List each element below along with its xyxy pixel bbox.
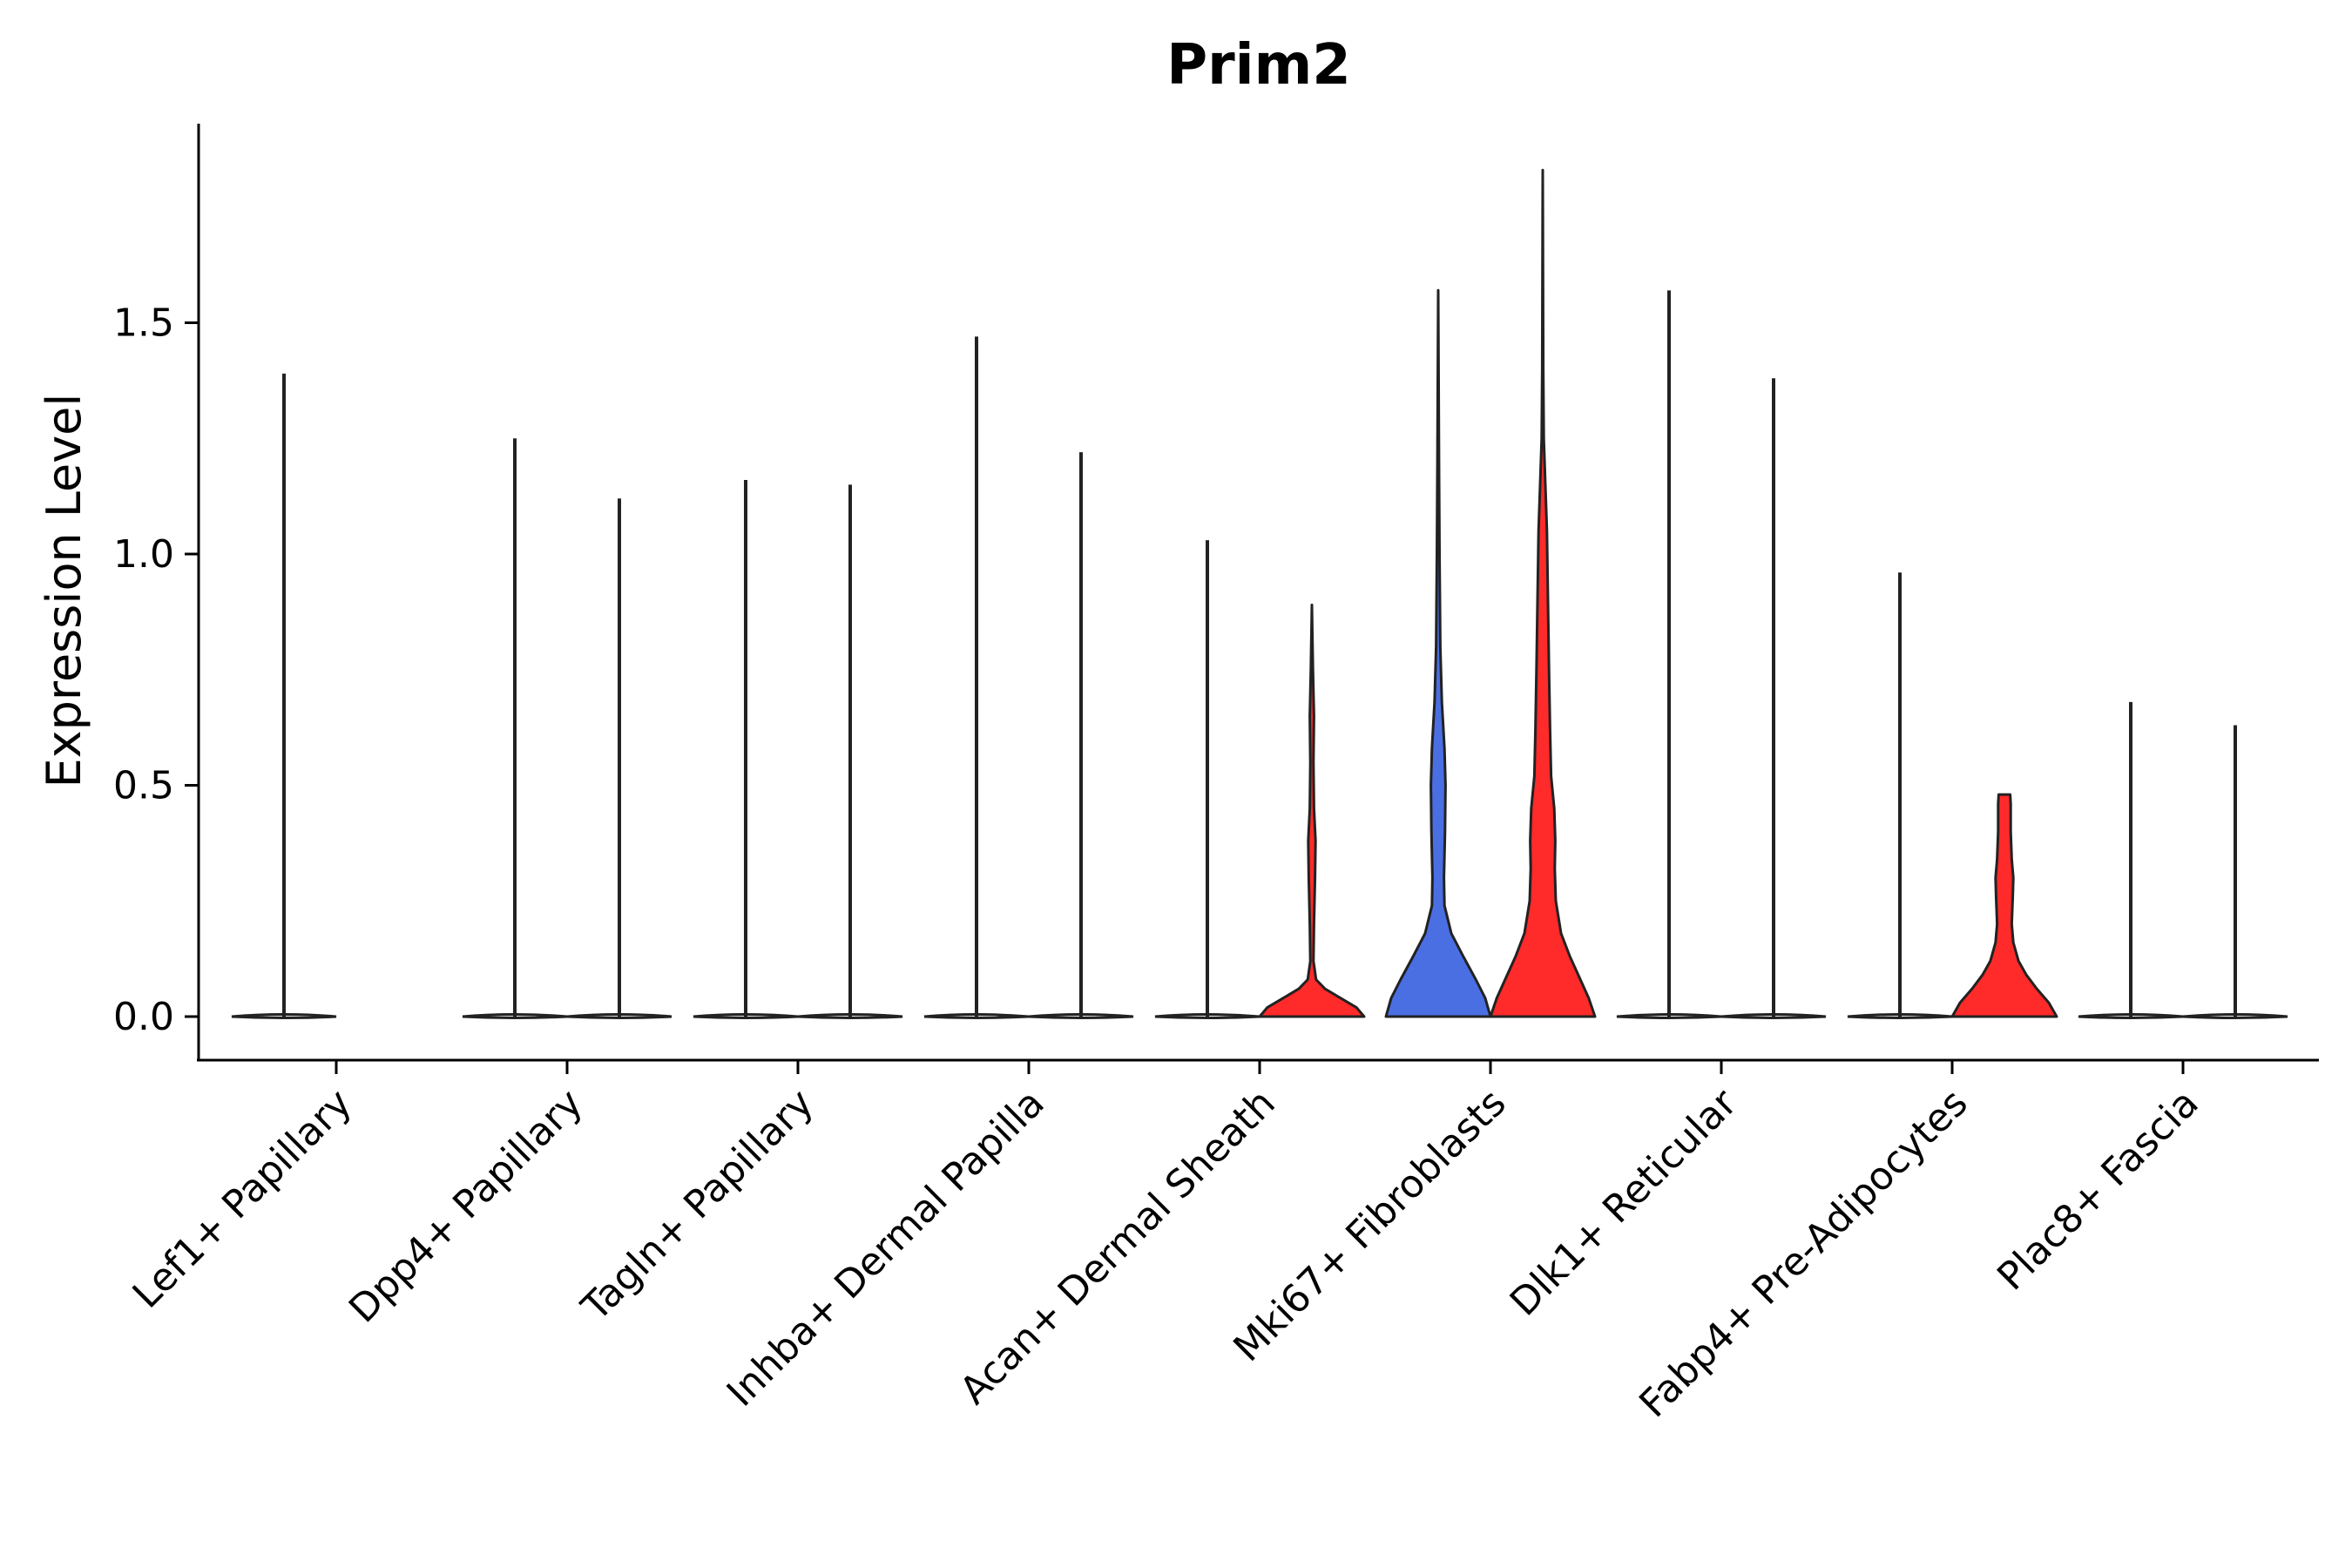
y-axis-label: Expression Level	[37, 394, 91, 788]
violin-4-1	[1258, 603, 1366, 1018]
x-tick-label: Lef1+ Papillary	[125, 1081, 361, 1317]
x-tick-label: Dlk1+ Reticular	[1502, 1080, 1747, 1325]
chart-title: Prim2	[1166, 33, 1351, 98]
y-tick-label: 1.0	[113, 532, 174, 577]
violin-5-1	[1489, 168, 1597, 1018]
x-tick-label: Dpp4+ Papillary	[341, 1081, 591, 1332]
y-axis-ticks: 0.0 0.5 1.0 1.5	[113, 301, 199, 1039]
x-tick-label: Tagln+ Papillary	[573, 1081, 822, 1330]
violins	[231, 168, 2288, 1019]
violin-7-1	[1950, 793, 2058, 1018]
y-tick-label: 1.5	[113, 301, 174, 346]
violin-5-0	[1384, 288, 1492, 1018]
y-tick-label: 0.5	[113, 764, 174, 808]
y-tick-label: 0.0	[113, 995, 174, 1039]
x-tick-label: Plac8+ Fascia	[1989, 1081, 2207, 1300]
